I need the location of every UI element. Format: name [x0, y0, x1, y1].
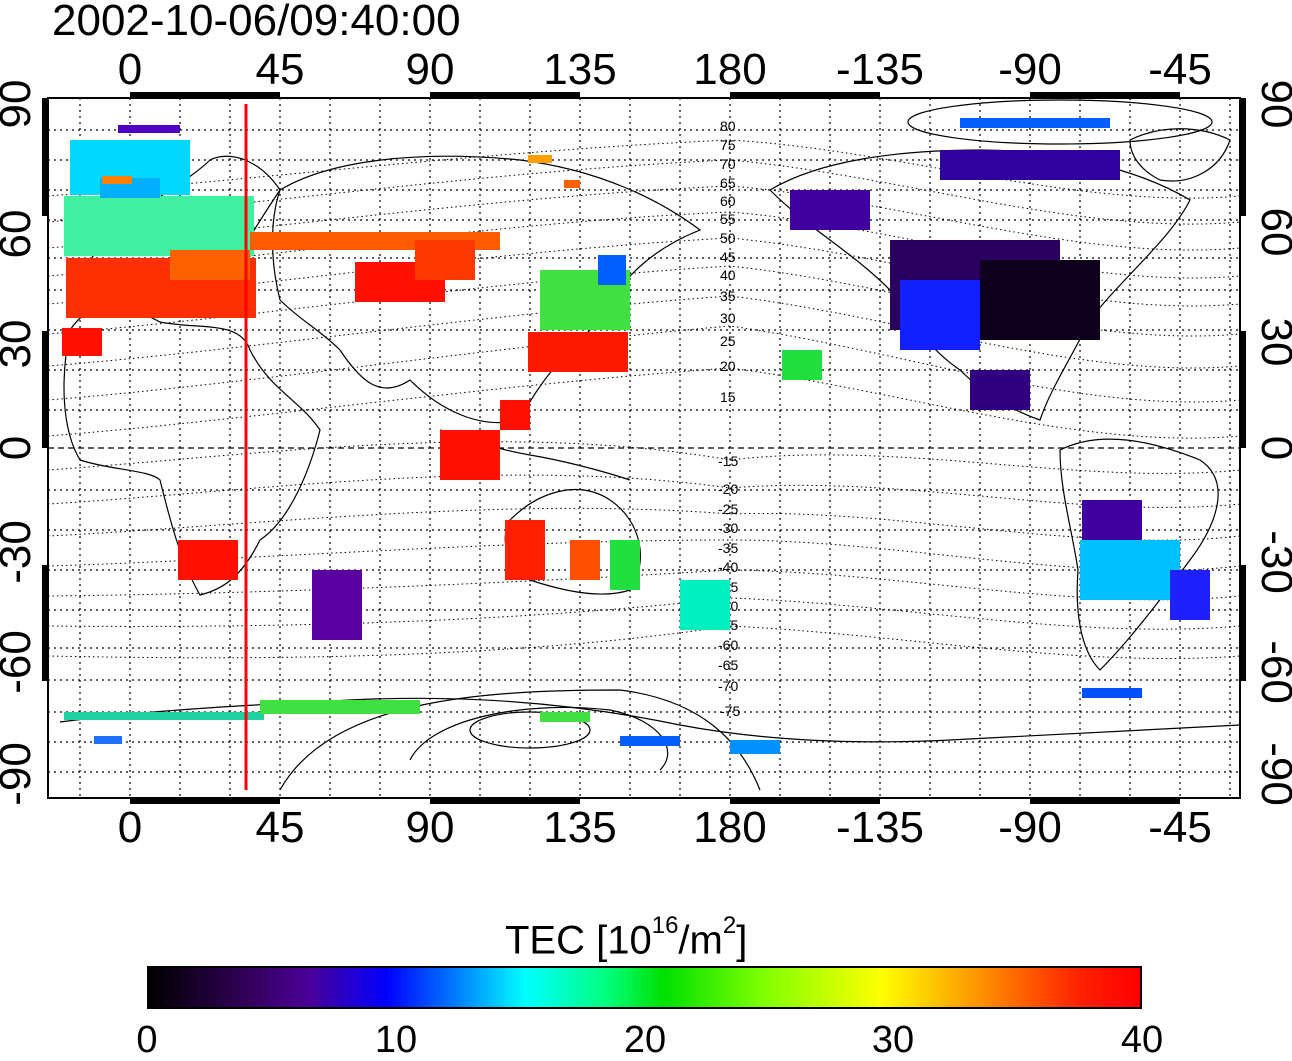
tec-patch — [610, 540, 640, 590]
colorbar-tick: 20 — [623, 1019, 667, 1061]
lon-tick-bottom: -90 — [998, 803, 1062, 852]
colorbar-title-prefix: TEC [10 — [505, 918, 652, 963]
tec-patch — [1170, 570, 1210, 620]
tec-patch — [260, 700, 420, 714]
colorbar-tick: 10 — [374, 1019, 418, 1061]
tec-patch — [64, 196, 254, 256]
tec-patch — [1080, 540, 1180, 600]
colorbar-title-exponent-2: 2 — [722, 912, 737, 939]
tec-patch — [500, 400, 530, 430]
mlat-label: 35 — [720, 288, 736, 304]
tec-patch — [415, 240, 475, 280]
tec-patch — [505, 520, 545, 580]
colorbar-tick: 40 — [1120, 1019, 1164, 1061]
tec-patch — [440, 430, 500, 480]
lon-tick-bottom: 90 — [405, 803, 455, 852]
lon-tick-top: -135 — [835, 45, 925, 94]
colorbar-title-exponent: 16 — [651, 912, 679, 939]
lon-tick-top: 45 — [255, 45, 305, 94]
lon-tick-top: -45 — [1148, 45, 1212, 94]
colorbar-title-suffix: ] — [736, 918, 748, 963]
tec-patch — [1082, 688, 1142, 698]
tec-patch — [598, 255, 626, 285]
lon-tick-bottom: -45 — [1148, 803, 1212, 852]
lon-tick-top: 135 — [543, 45, 617, 94]
tec-patch — [970, 370, 1030, 410]
tec-patch — [170, 250, 250, 280]
tec-patch — [620, 736, 680, 746]
mlat-label: 60 — [720, 193, 736, 209]
lon-tick-bottom: 135 — [543, 803, 617, 852]
tec-patch — [680, 580, 730, 630]
tec-patch — [540, 712, 590, 722]
map-title: 2002-10-06/09:40:00 — [52, 0, 461, 45]
tec-patch — [102, 176, 132, 184]
tec-patch — [730, 740, 780, 754]
lon-tick-bottom: 180 — [693, 803, 767, 852]
mlat-label: -75 — [720, 703, 740, 719]
mlat-label: 25 — [720, 333, 736, 349]
mlat-label: 65 — [720, 175, 736, 191]
tec-patch — [940, 150, 1120, 180]
mlat-label: -15 — [718, 453, 738, 469]
lon-tick-top: 90 — [405, 45, 455, 94]
mlat-label: -40 — [718, 559, 738, 575]
tec-patch — [312, 570, 362, 640]
lon-tick-bottom: 45 — [255, 803, 305, 852]
frame-tick-bars — [42, 92, 1246, 804]
lon-tick-top: 180 — [693, 45, 767, 94]
tec-patch — [900, 280, 980, 350]
mlat-label: -70 — [718, 678, 738, 694]
mlat-label: 15 — [720, 389, 736, 405]
lon-tick-top: -90 — [998, 45, 1062, 94]
tec-patches — [62, 118, 1210, 754]
tec-patch — [94, 736, 122, 744]
mlat-label: 40 — [720, 267, 736, 283]
mlat-label: -25 — [718, 501, 738, 517]
mlat-label: -35 — [718, 540, 738, 556]
tec-patch — [528, 332, 628, 372]
mlat-label: 20 — [720, 358, 736, 374]
lon-tick-top: 0 — [117, 45, 143, 94]
mlat-label: 75 — [720, 137, 736, 153]
tec-patch — [782, 350, 822, 380]
lon-tick-bottom: 0 — [117, 803, 143, 852]
tec-patch — [528, 155, 552, 163]
lon-tick-bottom: -135 — [835, 803, 925, 852]
colorbar-title: TEC [1016/m2] — [505, 908, 747, 964]
colorbar-tick: 0 — [136, 1019, 158, 1061]
tec-patch — [1082, 500, 1142, 540]
colorbar-tick: 30 — [871, 1019, 915, 1061]
mlat-label: 45 — [720, 249, 736, 265]
mlat-label: 70 — [720, 156, 736, 172]
tec-patch — [178, 540, 238, 580]
tec-patch — [790, 190, 870, 230]
mlat-label: 30 — [720, 310, 736, 326]
tec-patch — [118, 125, 180, 133]
mlat-label: -20 — [718, 481, 738, 497]
mlat-label: -30 — [718, 520, 738, 536]
tec-patch — [564, 180, 580, 188]
tec-patch — [64, 712, 264, 720]
mlat-label: -60 — [718, 637, 738, 653]
tec-patch — [960, 118, 1110, 128]
mlat-label: -65 — [718, 657, 738, 673]
tec-patch — [980, 260, 1100, 340]
colorbar-title-unit: /m — [678, 918, 723, 963]
mlat-label: 80 — [720, 118, 736, 134]
colorbar — [147, 966, 1142, 1009]
tec-patch — [62, 328, 102, 356]
tec-patch — [570, 540, 600, 580]
mlat-label: 55 — [720, 211, 736, 227]
mlat-label: 50 — [720, 230, 736, 246]
